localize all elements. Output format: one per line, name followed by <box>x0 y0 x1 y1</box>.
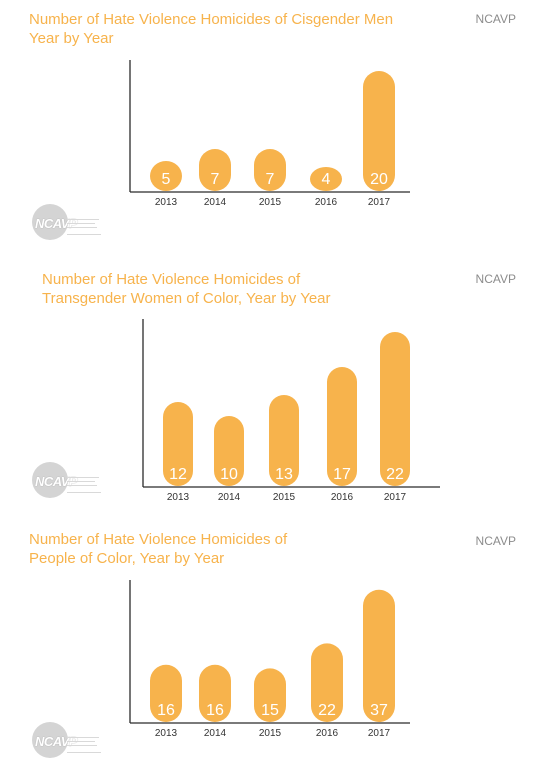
bar-chart: 5 2013 7 2014 7 2015 4 2016 20 2017 <box>129 60 410 208</box>
x-tick-label: 2017 <box>368 197 391 208</box>
bar-value-label: 7 <box>211 171 220 188</box>
logo-text: NCAVP <box>35 734 78 749</box>
chart-title-line-1: Number of Hate Violence Homicides of <box>42 271 301 288</box>
chart-title-line-1: Number of Hate Violence Homicides of <box>29 531 288 548</box>
logo-line <box>67 752 101 753</box>
x-tick-label: 2017 <box>384 492 407 503</box>
bar-value-label: 13 <box>275 466 293 483</box>
chart-title-line-2: People of Color, Year by Year <box>29 550 225 567</box>
source-label: NCAVP <box>475 12 516 26</box>
chart-title: Number of Hate Violence Homicides of Tra… <box>42 270 331 308</box>
logo-circle <box>32 204 68 240</box>
x-tick-label: 2013 <box>155 728 178 739</box>
logo-line <box>67 737 99 738</box>
chart-title-line-2: Year by Year <box>29 30 114 47</box>
bar-2016 <box>310 167 342 191</box>
bar-2016 <box>327 367 357 486</box>
logo-line <box>67 492 101 493</box>
bar-chart: 16 2013 16 2014 15 2015 22 2016 37 2017 <box>129 580 410 739</box>
x-tick-label: 2013 <box>167 492 190 503</box>
ncavp-logo: NCAVP <box>32 204 102 244</box>
bar-2014 <box>199 149 231 191</box>
bar-2013 <box>150 664 182 722</box>
bar-value-label: 12 <box>169 466 187 483</box>
logo-line <box>67 745 97 746</box>
bar-2017 <box>363 71 395 191</box>
logo-line <box>67 234 101 235</box>
x-tick-label: 2015 <box>273 492 296 503</box>
x-tick-label: 2015 <box>259 197 282 208</box>
chart-title-line-1: Number of Hate Violence Homicides of Cis… <box>29 11 394 28</box>
bar-2014 <box>199 664 231 722</box>
x-tick-label: 2014 <box>218 492 241 503</box>
ncavp-logo: NCAVP <box>32 462 102 502</box>
bar-value-label: 20 <box>370 171 388 188</box>
source-label: NCAVP <box>475 534 516 548</box>
bar-value-label: 16 <box>206 702 224 719</box>
ncavp-logo: NCAVP <box>32 722 102 762</box>
x-tick-label: 2013 <box>155 197 178 208</box>
bar-value-label: 15 <box>261 702 279 719</box>
bar-2013 <box>150 161 182 191</box>
bar-value-label: 4 <box>322 171 331 188</box>
chart-panel-transgender-women-of-color: Number of Hate Violence Homicides of Tra… <box>0 262 540 514</box>
bar-value-label: 22 <box>386 466 404 483</box>
x-tick-label: 2014 <box>204 728 227 739</box>
chart-title-line-2: Transgender Women of Color, Year by Year <box>42 290 331 307</box>
logo-line <box>67 741 95 742</box>
logo-line <box>67 481 95 482</box>
bar-value-label: 7 <box>266 171 275 188</box>
x-tick-label: 2014 <box>204 197 227 208</box>
bar-value-label: 17 <box>333 466 351 483</box>
logo-line <box>67 223 95 224</box>
bar-2015 <box>254 149 286 191</box>
bar-2017 <box>380 332 410 486</box>
bar-2017 <box>363 589 395 722</box>
x-tick-label: 2016 <box>331 492 354 503</box>
x-tick-label: 2015 <box>259 728 282 739</box>
logo-text: NCAVP <box>35 474 78 489</box>
x-tick-label: 2016 <box>315 197 338 208</box>
chart-panel-cisgender-men: Number of Hate Violence Homicides of Cis… <box>0 0 540 250</box>
logo-text: NCAVP <box>35 216 78 231</box>
chart-title: Number of Hate Violence Homicides of Peo… <box>29 530 287 568</box>
bar-value-label: 22 <box>318 702 336 719</box>
bar-2013 <box>163 402 193 486</box>
logo-line <box>67 477 99 478</box>
bar-2015 <box>254 668 286 722</box>
bar-value-label: 10 <box>220 466 238 483</box>
logo-line <box>67 485 97 486</box>
logo-circle <box>32 722 68 758</box>
bar-2016 <box>311 643 343 722</box>
bar-value-label: 5 <box>162 171 171 188</box>
logo-line <box>67 219 99 220</box>
chart-title: Number of Hate Violence Homicides of Cis… <box>29 10 393 48</box>
source-label: NCAVP <box>475 272 516 286</box>
x-tick-label: 2016 <box>316 728 339 739</box>
bar-2015 <box>269 395 299 486</box>
logo-circle <box>32 462 68 498</box>
logo-line <box>67 227 97 228</box>
x-tick-label: 2017 <box>368 728 391 739</box>
bar-value-label: 37 <box>370 702 388 719</box>
bar-value-label: 16 <box>157 702 175 719</box>
bar-chart: 12 2013 10 2014 13 2015 17 2016 22 2017 <box>142 319 440 503</box>
bar-2014 <box>214 416 244 486</box>
chart-panel-people-of-color: Number of Hate Violence Homicides of Peo… <box>0 522 540 769</box>
